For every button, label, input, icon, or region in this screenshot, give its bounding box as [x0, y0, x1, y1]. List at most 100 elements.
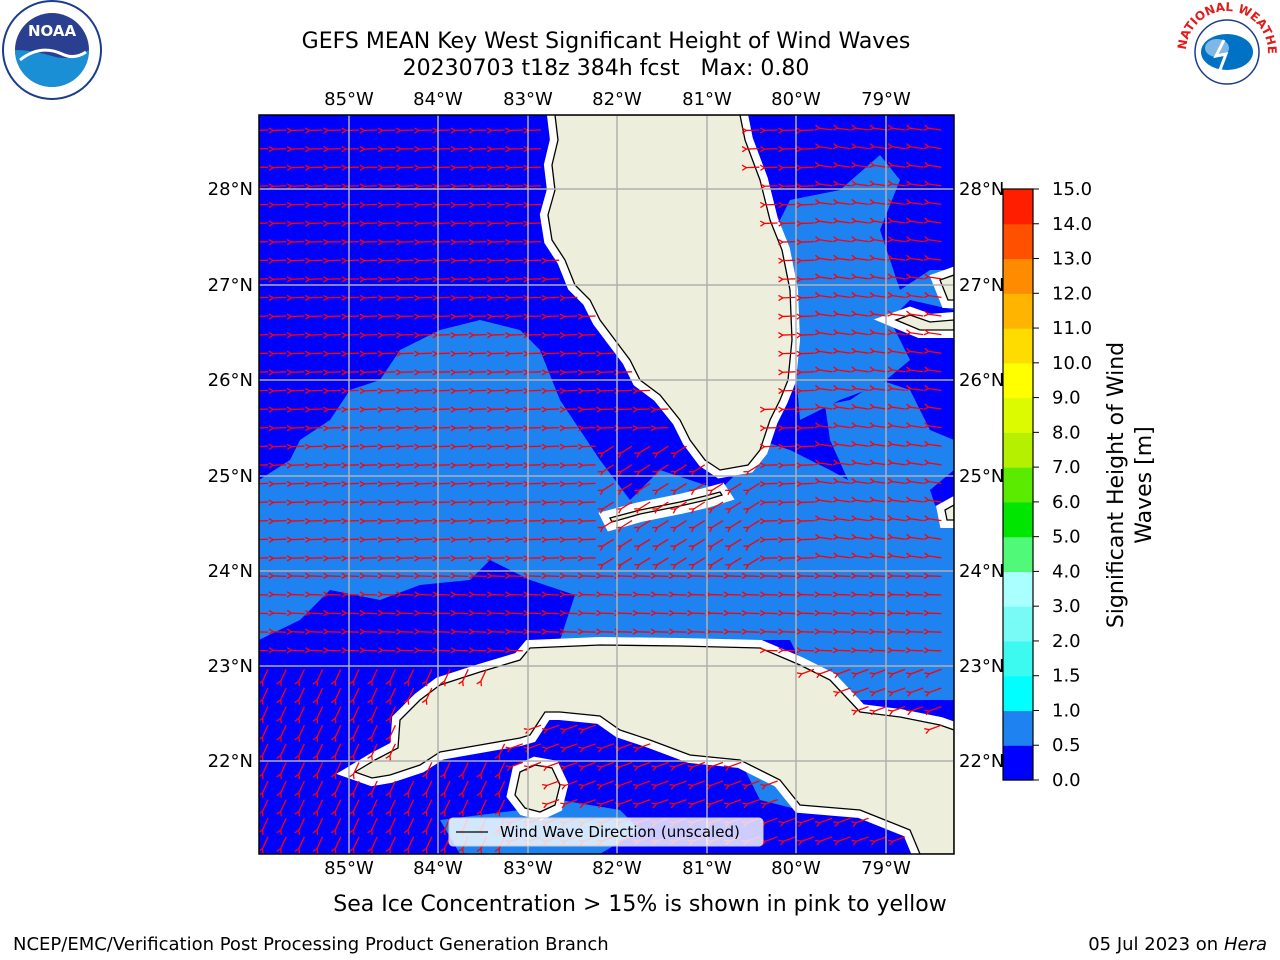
wave-direction-arrow — [304, 220, 323, 227]
wave-direction-arrow — [832, 254, 851, 261]
wave-direction-arrow — [759, 628, 778, 635]
wave-direction-arrow — [276, 724, 287, 743]
lat-label-left: 22°N — [208, 751, 253, 772]
wave-direction-arrow — [414, 480, 432, 488]
wave-direction-arrow — [577, 425, 596, 432]
wave-direction-arrow — [832, 198, 851, 206]
wave-direction-arrow — [286, 480, 305, 488]
wave-direction-arrow — [468, 628, 487, 635]
wave-direction-arrow — [312, 799, 324, 817]
colorbar-tick-label: 6.0 — [1052, 492, 1081, 513]
wave-direction-arrow — [395, 443, 414, 450]
wave-direction-arrow — [578, 761, 596, 772]
colorbar-tick-label: 7.0 — [1052, 457, 1081, 478]
wave-direction-arrow — [505, 572, 523, 579]
wave-direction-arrow — [268, 387, 287, 395]
wave-direction-arrow — [505, 183, 523, 190]
wave-direction-arrow — [432, 276, 451, 283]
wave-direction-arrow — [377, 257, 396, 264]
wave-direction-arrow — [869, 236, 887, 243]
wave-direction-arrow — [312, 762, 324, 780]
title-line2: 20230703 t18z 384h fcst Max: 0.80 — [403, 56, 810, 81]
wave-direction-arrow — [887, 440, 906, 447]
wave-direction-arrow — [432, 332, 451, 339]
wave-direction-arrow — [294, 687, 305, 705]
wave-direction-arrow — [687, 761, 706, 772]
wave-direction-arrow — [725, 557, 742, 570]
wave-direction-arrow — [286, 313, 305, 320]
wave-direction-arrow — [323, 443, 341, 450]
wave-direction-arrow — [286, 572, 305, 579]
wave-direction-arrow — [268, 369, 287, 376]
wave-direction-arrow — [741, 127, 760, 134]
wave-direction-arrow — [359, 536, 378, 543]
wave-direction-arrow — [304, 499, 323, 506]
wave-direction-arrow — [377, 647, 396, 654]
wave-direction-arrow — [559, 294, 578, 302]
wave-direction-arrow — [286, 462, 305, 469]
wave-direction-arrow — [887, 329, 906, 336]
wave-direction-arrow — [385, 799, 396, 817]
wave-direction-arrow — [304, 332, 323, 339]
wave-direction-arrow — [505, 276, 523, 283]
wave-direction-arrow — [778, 609, 796, 617]
wave-direction-arrow — [486, 443, 505, 450]
wave-direction-arrow — [395, 425, 414, 432]
wave-direction-arrow — [869, 477, 887, 485]
wave-direction-arrow — [323, 406, 341, 413]
wave-direction-arrow — [814, 273, 833, 280]
wave-direction-arrow — [304, 443, 323, 450]
wave-direction-arrow — [359, 127, 378, 134]
wave-direction-arrow — [414, 387, 432, 395]
wave-direction-arrow — [395, 647, 414, 654]
lat-label-left: 25°N — [208, 466, 253, 487]
wave-direction-arrow — [359, 647, 378, 654]
wave-direction-arrow — [294, 799, 305, 817]
wave-direction-arrow — [796, 668, 815, 679]
wave-direction-arrow — [596, 591, 614, 598]
wave-direction-arrow — [905, 477, 924, 485]
wave-direction-arrow — [688, 501, 706, 514]
wave-direction-arrow — [367, 799, 378, 817]
wave-direction-arrow — [905, 161, 924, 168]
wave-direction-arrow — [650, 425, 669, 432]
wave-direction-arrow — [741, 609, 760, 617]
wave-direction-arrow — [796, 628, 815, 635]
wave-direction-arrow — [577, 536, 596, 543]
wave-direction-arrow — [450, 499, 469, 506]
wave-direction-arrow — [869, 496, 887, 503]
wave-direction-arrow — [759, 164, 778, 171]
wave-direction-arrow — [414, 609, 432, 617]
wave-direction-arrow — [796, 536, 815, 543]
wave-direction-arrow — [632, 425, 651, 432]
wave-direction-arrow — [341, 480, 360, 488]
wave-direction-arrow — [486, 164, 505, 171]
wave-direction-arrow — [796, 817, 815, 827]
wave-direction-arrow — [486, 609, 505, 617]
wave-direction-arrow — [670, 464, 687, 477]
colorbar-swatch — [1003, 258, 1033, 294]
wave-direction-arrow — [348, 743, 360, 761]
wave-direction-arrow — [486, 313, 505, 320]
wave-direction-arrow — [421, 669, 433, 687]
wave-direction-arrow — [385, 836, 396, 854]
colorbar-tick-label: 15.0 — [1052, 179, 1092, 200]
wave-direction-arrow — [276, 762, 287, 780]
wave-direction-arrow — [778, 146, 796, 153]
colorbar-tick-label: 3.0 — [1052, 596, 1081, 617]
wave-direction-arrow — [259, 464, 269, 466]
wave-direction-arrow — [377, 294, 396, 302]
wave-direction-arrow — [778, 239, 796, 246]
wave-direction-arrow — [439, 762, 451, 780]
wave-direction-arrow — [832, 647, 851, 654]
wave-direction-arrow — [494, 780, 506, 798]
wave-direction-arrow — [432, 146, 451, 153]
wave-direction-arrow — [259, 240, 269, 243]
wave-direction-arrow — [377, 536, 396, 543]
colorbar-frame — [1002, 188, 1034, 781]
wave-direction-arrow — [432, 555, 451, 562]
wave-direction-arrow — [596, 572, 614, 579]
wave-direction-arrow — [395, 332, 414, 339]
wave-direction-arrow — [377, 443, 396, 450]
wave-direction-arrow — [323, 518, 341, 525]
